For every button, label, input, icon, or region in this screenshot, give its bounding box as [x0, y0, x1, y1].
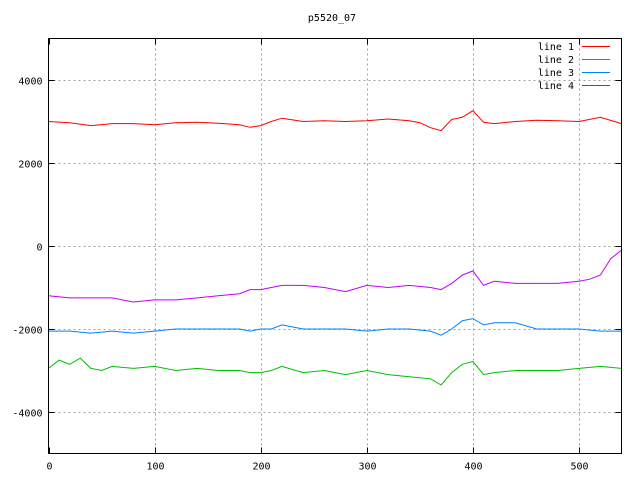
- legend-label: line 2: [538, 55, 574, 66]
- legend-label: line 1: [538, 42, 574, 53]
- y-tick-label: 0: [36, 243, 42, 254]
- x-tick-label: 100: [146, 462, 164, 473]
- series-line-1: [48, 110, 622, 132]
- x-tick-label: 200: [252, 462, 270, 473]
- series-line-4: [48, 249, 622, 303]
- x-tick-label: 300: [358, 462, 376, 473]
- y-tick-label: -2000: [12, 326, 42, 337]
- legend-label: line 3: [538, 68, 574, 79]
- y-tick-label: 4000: [18, 77, 42, 88]
- x-tick-label: 0: [46, 462, 52, 473]
- y-tick-label: 2000: [18, 160, 42, 171]
- grid: [48, 38, 622, 454]
- y-tick-label: -4000: [12, 409, 42, 420]
- legend-label: line 4: [538, 81, 574, 92]
- chart-title: p5520_07: [308, 13, 356, 24]
- series-line-3: [48, 318, 622, 336]
- legend: line 1 line 2 line 3 line 4: [538, 42, 610, 92]
- series-line-2: [48, 357, 622, 386]
- x-tick-label: 400: [464, 462, 482, 473]
- series-layer: [48, 110, 622, 386]
- y-axis: -4000 -2000 0 2000 4000: [12, 77, 622, 420]
- x-tick-label: 500: [570, 462, 588, 473]
- x-axis: 0 100 200 300 400 500: [46, 38, 589, 473]
